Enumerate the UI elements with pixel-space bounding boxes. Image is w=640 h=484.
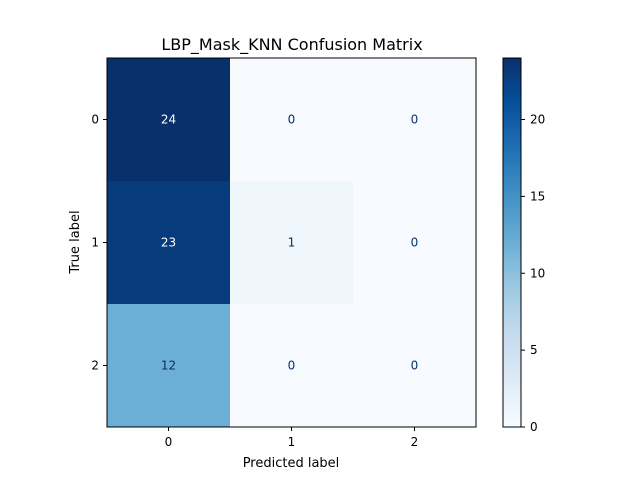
heatmap-cell [230, 304, 354, 428]
cell-value-label: 1 [288, 236, 296, 250]
x-tick-label: 2 [411, 435, 419, 449]
heatmap-cell [353, 304, 477, 428]
heatmap-cell [230, 181, 354, 305]
cell-value-label: 24 [161, 113, 176, 127]
heatmap-cell [107, 58, 231, 182]
cell-value-label: 0 [411, 236, 419, 250]
y-axis-ticks: 0 1 2 [91, 113, 107, 373]
cell-value-label: 0 [411, 359, 419, 373]
colorbar-tick-label: 5 [530, 343, 538, 357]
heatmap-cell [107, 304, 231, 428]
x-axis-ticks: 0 1 2 [165, 427, 419, 449]
heatmap-cell [230, 58, 354, 182]
heatmap-cell [107, 181, 231, 305]
colorbar [502, 57, 522, 428]
cell-value-label: 12 [161, 359, 176, 373]
colorbar-ticks: 0 5 10 15 20 [521, 113, 545, 434]
y-tick-label: 2 [91, 359, 99, 373]
cell-value-label: 0 [411, 113, 419, 127]
colorbar-tick-label: 20 [530, 113, 545, 127]
heatmap-cell [353, 58, 477, 182]
cell-value-label: 0 [288, 359, 296, 373]
heatmap-cell-labels: 24 0 0 23 1 0 12 0 0 [161, 113, 418, 373]
heatmap-cell [353, 181, 477, 305]
colorbar-tick-label: 15 [530, 189, 545, 203]
x-tick-label: 1 [288, 435, 296, 449]
heatmap-cells [107, 58, 477, 428]
x-axis-label: Predicted label [243, 456, 340, 471]
cell-value-label: 23 [161, 236, 176, 250]
colorbar-tick-label: 0 [530, 420, 538, 434]
y-axis-label: True label [68, 210, 83, 274]
y-tick-label: 0 [91, 113, 99, 127]
y-tick-label: 1 [91, 236, 99, 250]
colorbar-tick-label: 10 [530, 266, 545, 280]
x-tick-label: 0 [165, 435, 173, 449]
cell-value-label: 0 [288, 113, 296, 127]
chart-title: LBP_Mask_KNN Confusion Matrix [161, 35, 422, 55]
